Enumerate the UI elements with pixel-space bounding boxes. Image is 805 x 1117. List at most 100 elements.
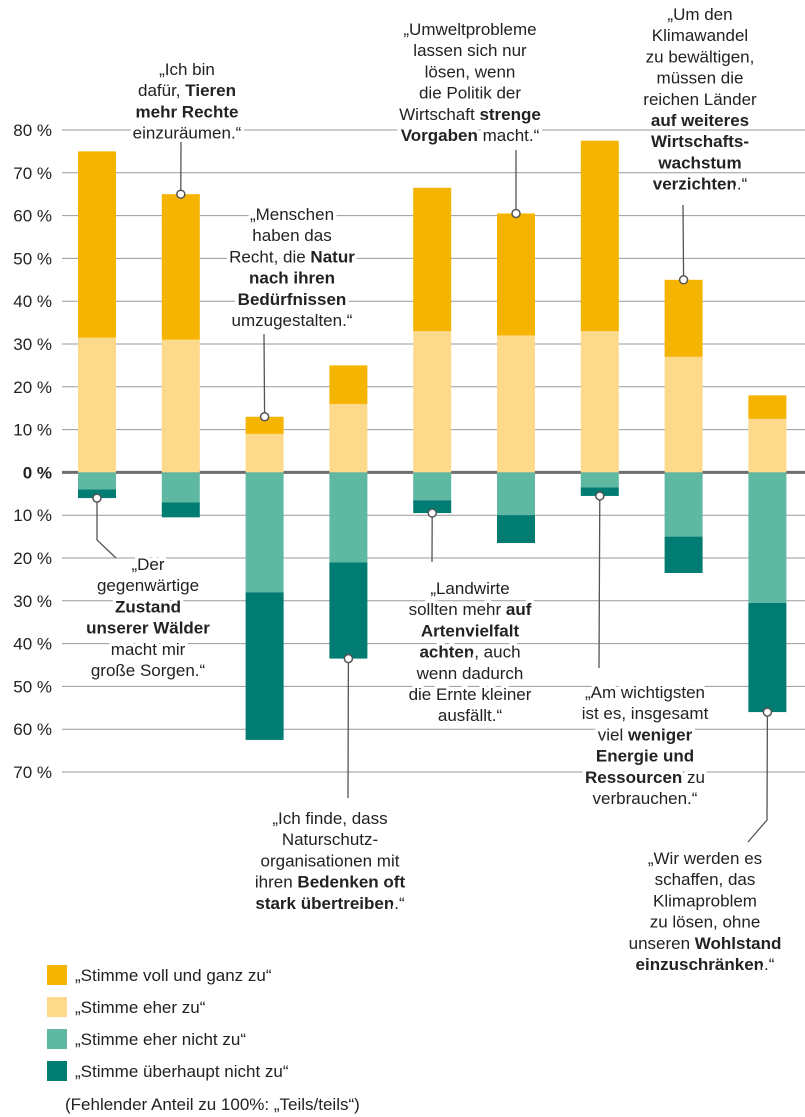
quote-line: die Ernte kleiner <box>409 685 532 704</box>
quote-run: .“ <box>394 894 405 913</box>
legend-swatch <box>47 1061 67 1081</box>
quote-run: ist es, insgesamt <box>582 704 709 723</box>
leader-line <box>263 333 266 417</box>
bar-segment <box>329 562 368 659</box>
quote-line: verzichten.“ <box>653 175 748 194</box>
quote-line: lassen sich nur <box>413 41 527 60</box>
quote-line: macht mir <box>111 640 186 659</box>
quote-run: strenge <box>479 105 540 124</box>
leaders <box>92 139 773 843</box>
y-tick-label: 70 % <box>13 164 52 183</box>
quote-run: organisationen mit <box>261 851 400 870</box>
quote-line: einzuräumen.“ <box>133 124 242 143</box>
y-tick-label: 70 % <box>13 763 52 782</box>
legend-swatch <box>47 1029 67 1049</box>
quote-run: „Ich finde, dass <box>272 809 387 828</box>
quote-line: reichen Länder <box>643 90 757 109</box>
quote-run: macht.“ <box>478 126 540 145</box>
footnote: (Fehlender Anteil zu 100%: „Teils/teils“… <box>65 1095 360 1114</box>
quote-line: gegenwärtige <box>97 576 199 595</box>
quote-run: Wohlstand <box>695 934 782 953</box>
quote-run: „Um den <box>667 5 732 24</box>
quote-line: lösen, wenn <box>425 62 516 81</box>
quote-line: einzuschränken.“ <box>636 955 775 974</box>
quote-line: unserer Wälder <box>86 619 210 638</box>
leader-line <box>682 204 685 280</box>
bar-segment <box>161 339 200 473</box>
legend-swatch <box>47 997 67 1017</box>
legend-label: „Stimme überhaupt nicht zu“ <box>75 1062 289 1081</box>
quote-line: „Wir werden es <box>648 849 762 868</box>
quote-run: umzugestalten.“ <box>232 311 353 330</box>
bar-segment <box>497 515 535 544</box>
quote-line: dafür, Tieren <box>138 81 236 100</box>
bar-segment <box>413 331 452 473</box>
quote-run: „Am wichtigsten <box>585 683 705 702</box>
quote-run: haben das <box>252 226 331 245</box>
quote-line: Naturschutz- <box>282 830 378 849</box>
quote-run: ihren <box>255 873 298 892</box>
quote-run: Klimawandel <box>652 26 748 45</box>
quote-run: zu lösen, ohne <box>650 913 761 932</box>
bar-segment <box>664 536 703 573</box>
quote-line: viel weniger <box>598 725 693 744</box>
bar-segment <box>497 472 535 516</box>
quote-line: zu lösen, ohne <box>650 913 761 932</box>
leader-dot <box>259 412 270 422</box>
quote-run: verzichten <box>653 175 737 194</box>
quote-run: einzuräumen.“ <box>133 124 242 143</box>
quote-line: Recht, die Natur <box>229 247 355 266</box>
y-tick-label: 20 % <box>13 549 52 568</box>
quote-run: „Wir werden es <box>648 849 762 868</box>
quote-run: reichen Länder <box>643 90 757 109</box>
quote-run: Bedenken oft <box>297 873 405 892</box>
quote-line: achten, auch <box>419 643 520 662</box>
quote-line: Klimawandel <box>652 26 748 45</box>
quote-line: große Sorgen.“ <box>91 661 206 680</box>
bar-segment <box>497 335 535 473</box>
quote-run: Natur <box>310 247 355 266</box>
bar-segment <box>161 194 200 340</box>
leader-line <box>96 498 117 559</box>
bar-segment <box>245 592 284 740</box>
quote-line: Klimaproblem <box>653 891 757 910</box>
bar-segment <box>413 187 452 332</box>
y-tick-label: 50 % <box>13 677 52 696</box>
quote-run: die Ernte kleiner <box>409 685 532 704</box>
leader-dot <box>595 491 605 501</box>
bar-segment <box>161 502 200 518</box>
quote-run: große Sorgen.“ <box>91 661 206 680</box>
quote-run: achten <box>419 643 474 662</box>
bar-segment <box>329 472 368 563</box>
bar-segment <box>78 337 116 473</box>
quote-run: lassen sich nur <box>413 41 527 60</box>
quote-run: Tieren <box>185 81 236 100</box>
quote-line: die Politik der <box>419 84 521 103</box>
y-tick-label: 0 % <box>23 463 52 482</box>
y-tick-label: 30 % <box>13 335 52 354</box>
quote-run: Bedürfnissen <box>238 290 347 309</box>
quote-line: schaffen, das <box>655 870 756 889</box>
y-tick-label: 60 % <box>13 207 52 226</box>
quote-run: einzuschränken <box>636 955 765 974</box>
y-tick-label: 50 % <box>13 249 52 268</box>
quote-line: Zustand <box>115 597 181 616</box>
bar-segment <box>580 472 619 488</box>
quote-run: .“ <box>764 955 775 974</box>
quote-line: müssen die <box>657 69 744 88</box>
bar-segment <box>245 433 284 473</box>
quote-line: Energie und <box>596 747 694 766</box>
quote-line: stark übertreiben.“ <box>255 894 405 913</box>
bar-segment <box>580 331 619 473</box>
quote-run: Wirtschafts- <box>651 132 749 151</box>
leader-dot <box>92 493 102 503</box>
quote-run: Ressourcen <box>585 768 682 787</box>
leader-dot <box>343 653 354 664</box>
quote-line: „Menschen <box>250 205 334 224</box>
bar-segment <box>497 213 535 336</box>
bar-segment <box>78 472 116 490</box>
quote-line: „Um den <box>667 5 732 24</box>
leader-dot <box>511 208 521 219</box>
quote-line: Bedürfnissen <box>238 290 347 309</box>
